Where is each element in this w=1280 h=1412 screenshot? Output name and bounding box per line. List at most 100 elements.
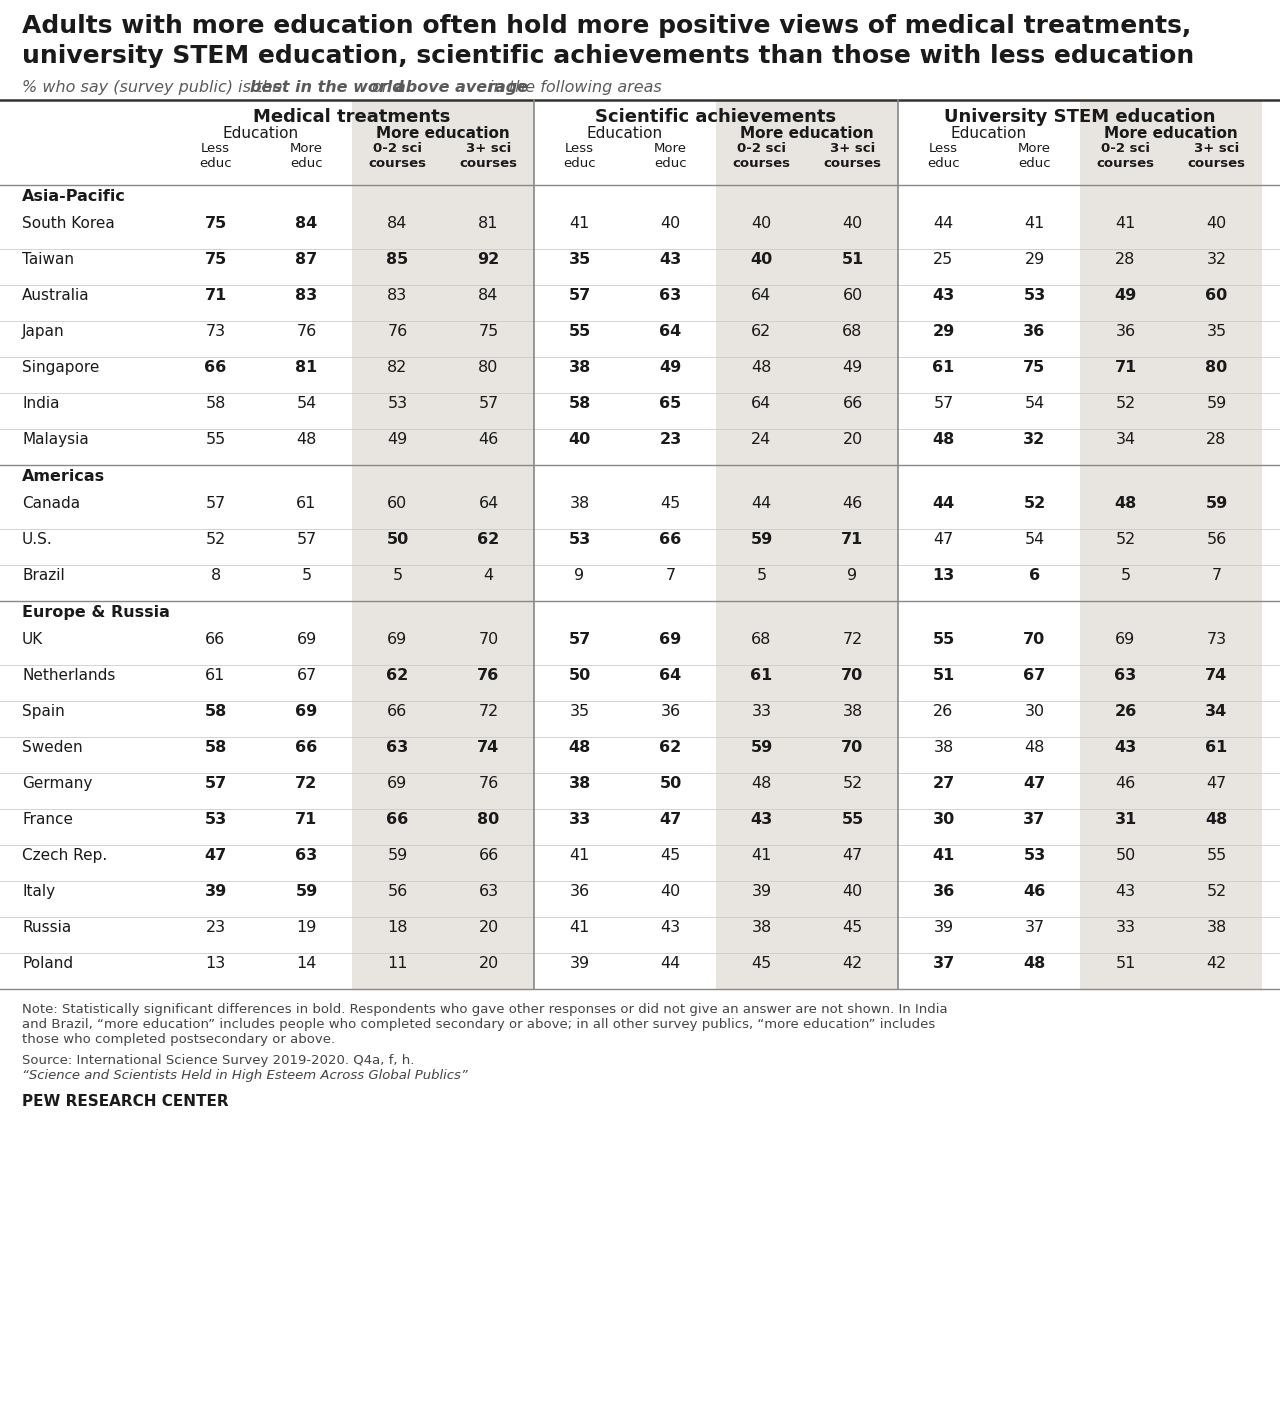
Text: 35: 35 (568, 251, 590, 267)
Text: More education: More education (740, 126, 874, 141)
Text: 34: 34 (1206, 705, 1228, 719)
Text: 63: 63 (296, 849, 317, 863)
Text: 87: 87 (296, 251, 317, 267)
Text: 72: 72 (296, 777, 317, 791)
Text: 50: 50 (568, 668, 590, 683)
Text: 72: 72 (842, 633, 863, 647)
Text: 76: 76 (388, 323, 407, 339)
Text: 57: 57 (933, 395, 954, 411)
Text: 83: 83 (388, 288, 407, 304)
Text: 53: 53 (1024, 849, 1046, 863)
Text: 42: 42 (1206, 956, 1226, 971)
Text: Scientific achievements: Scientific achievements (595, 107, 837, 126)
Text: 63: 63 (479, 884, 499, 899)
Text: 55: 55 (932, 633, 955, 647)
Text: France: France (22, 812, 73, 827)
Text: Spain: Spain (22, 705, 65, 719)
Text: 27: 27 (932, 777, 955, 791)
Text: Australia: Australia (22, 288, 90, 304)
Text: 23: 23 (659, 432, 682, 448)
Text: 52: 52 (842, 777, 863, 791)
Text: 71: 71 (1115, 360, 1137, 376)
Text: 40: 40 (1206, 216, 1226, 232)
Text: 55: 55 (205, 432, 225, 448)
Text: 5: 5 (1120, 568, 1130, 583)
Text: 58: 58 (568, 395, 590, 411)
Text: 33: 33 (751, 705, 772, 719)
Text: 53: 53 (568, 532, 590, 546)
Text: 50: 50 (659, 777, 682, 791)
Text: 47: 47 (205, 849, 227, 863)
Text: 53: 53 (205, 812, 227, 827)
Text: 40: 40 (842, 884, 863, 899)
Text: 69: 69 (1115, 633, 1135, 647)
Text: Singapore: Singapore (22, 360, 100, 376)
Text: Education: Education (223, 126, 300, 141)
Text: 66: 66 (479, 849, 499, 863)
Text: 33: 33 (1115, 921, 1135, 935)
Text: and Brazil, “more education” includes people who completed secondary or above; i: and Brazil, “more education” includes pe… (22, 1018, 936, 1031)
Text: 57: 57 (205, 496, 225, 511)
Text: 61: 61 (205, 668, 225, 683)
Text: 75: 75 (479, 323, 499, 339)
Text: 18: 18 (388, 921, 408, 935)
Text: 61: 61 (296, 496, 316, 511)
Text: 63: 63 (387, 740, 408, 755)
Text: 48: 48 (1024, 956, 1046, 971)
Text: 46: 46 (1024, 884, 1046, 899)
Text: 35: 35 (1207, 323, 1226, 339)
Text: 60: 60 (1206, 288, 1228, 304)
Text: 48: 48 (1024, 740, 1044, 755)
Text: above average: above average (394, 80, 527, 95)
Text: 71: 71 (841, 532, 864, 546)
Text: 55: 55 (568, 323, 590, 339)
Text: 75: 75 (1024, 360, 1046, 376)
Text: Sweden: Sweden (22, 740, 83, 755)
Text: 40: 40 (660, 216, 681, 232)
Text: 59: 59 (296, 884, 317, 899)
Text: 57: 57 (568, 633, 590, 647)
Text: 61: 61 (932, 360, 955, 376)
Text: 3+ sci
courses: 3+ sci courses (460, 143, 517, 169)
Text: 73: 73 (205, 323, 225, 339)
Text: 23: 23 (205, 921, 225, 935)
Text: 81: 81 (479, 216, 499, 232)
Text: 32: 32 (1207, 251, 1226, 267)
Text: 11: 11 (388, 956, 408, 971)
Text: 9: 9 (575, 568, 585, 583)
Text: 41: 41 (570, 921, 590, 935)
Text: 62: 62 (477, 532, 499, 546)
Text: 41: 41 (570, 216, 590, 232)
Text: 3+ sci
courses: 3+ sci courses (823, 143, 882, 169)
Text: 36: 36 (570, 884, 590, 899)
Text: 50: 50 (1115, 849, 1135, 863)
Text: 41: 41 (570, 849, 590, 863)
Text: 55: 55 (1206, 849, 1226, 863)
Text: 85: 85 (387, 251, 408, 267)
Text: Netherlands: Netherlands (22, 668, 115, 683)
Text: 0-2 sci
courses: 0-2 sci courses (1097, 143, 1155, 169)
Text: 39: 39 (570, 956, 590, 971)
Text: 45: 45 (842, 921, 863, 935)
Text: 46: 46 (1115, 777, 1135, 791)
Text: 58: 58 (205, 705, 227, 719)
Text: 69: 69 (659, 633, 682, 647)
Text: 67: 67 (1024, 668, 1046, 683)
Text: those who completed postsecondary or above.: those who completed postsecondary or abo… (22, 1034, 335, 1046)
Text: 26: 26 (1115, 705, 1137, 719)
Text: 52: 52 (1206, 884, 1226, 899)
Text: 53: 53 (1024, 288, 1046, 304)
Text: 20: 20 (479, 921, 499, 935)
Text: 5: 5 (756, 568, 767, 583)
Text: Czech Rep.: Czech Rep. (22, 849, 108, 863)
Text: Japan: Japan (22, 323, 64, 339)
Text: 76: 76 (297, 323, 316, 339)
Text: 48: 48 (568, 740, 590, 755)
Text: South Korea: South Korea (22, 216, 115, 232)
Text: 36: 36 (1024, 323, 1046, 339)
Text: 84: 84 (388, 216, 408, 232)
Text: UK: UK (22, 633, 44, 647)
Text: 84: 84 (296, 216, 317, 232)
Text: 38: 38 (570, 496, 590, 511)
Text: 64: 64 (751, 395, 772, 411)
